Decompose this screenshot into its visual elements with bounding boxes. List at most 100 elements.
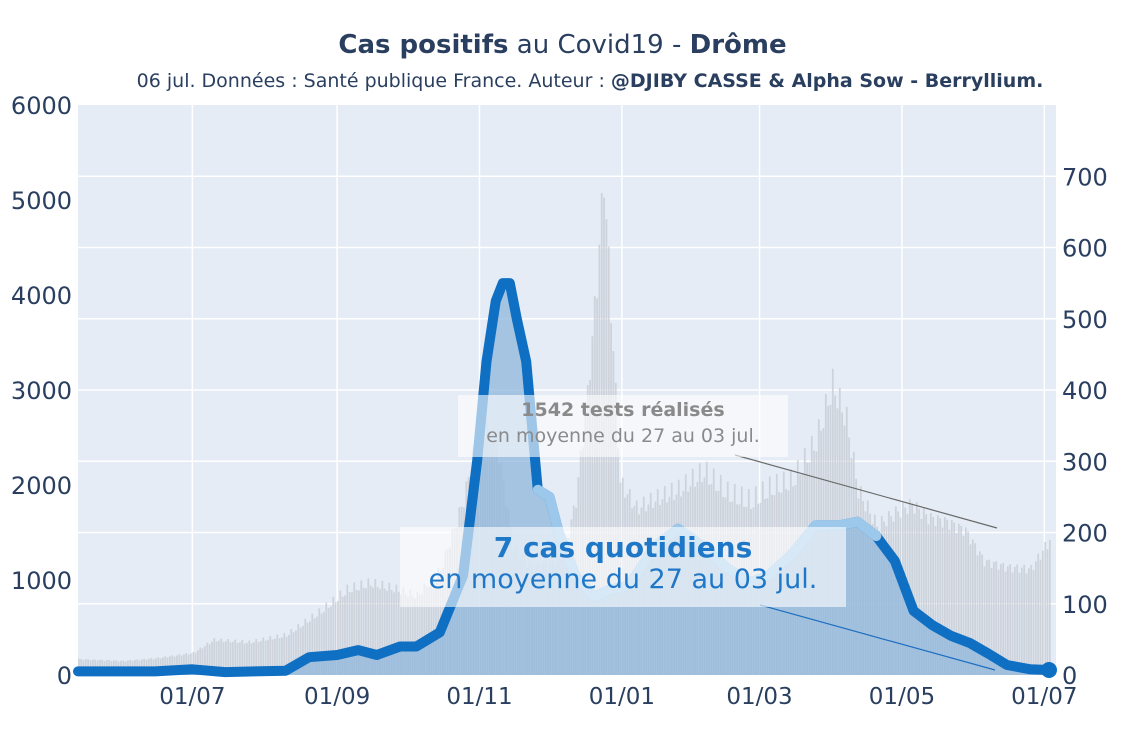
tests-bar (1034, 561, 1037, 675)
tests-bar (1048, 540, 1051, 675)
tests-bar (199, 647, 202, 675)
tests-bar (610, 323, 612, 675)
tests-bar (281, 637, 283, 675)
tests-bar (362, 587, 365, 675)
tests-bar (400, 594, 402, 675)
tests-bar (360, 580, 363, 675)
tests-bar (299, 627, 302, 675)
tests-bar (950, 520, 953, 675)
chart-subtitle: 06 jul. Données : Santé publique France.… (0, 70, 1125, 92)
tests-bar (418, 594, 421, 675)
tests-bar (1025, 573, 1028, 675)
tests-bar (985, 560, 988, 675)
tests-bar (395, 584, 398, 675)
tests-bar (229, 642, 232, 675)
tests-bar (957, 523, 960, 675)
tests-bar (290, 629, 293, 675)
tests-bar (190, 653, 192, 675)
tests-bar (271, 639, 274, 675)
tests-bar (990, 568, 993, 675)
tests-bar (311, 613, 314, 675)
tests-bar (390, 589, 393, 675)
tests-bar (920, 518, 923, 675)
tests-bar (1032, 570, 1035, 675)
y-axis-right-ticks: 0 100 200 300 400 500 600 700 (1062, 163, 1108, 690)
tests-bar (1011, 572, 1014, 675)
tests-bar (946, 519, 949, 675)
tests-bar (348, 592, 351, 675)
tests-bar (913, 513, 916, 675)
tests-bar (204, 646, 206, 675)
tests-bar (295, 630, 297, 675)
x-tick-label: 01/05 (869, 684, 935, 710)
tests-bar (995, 561, 998, 675)
tests-bar (211, 641, 213, 675)
y-right-tick-label: 0 (1062, 662, 1077, 690)
tests-bar (278, 638, 281, 675)
tests-bar (393, 592, 395, 675)
tests-bar (416, 591, 419, 675)
tests-bar (596, 298, 598, 675)
tests-bar (1046, 549, 1049, 675)
tests-bar (997, 569, 1000, 675)
tests-bar (332, 596, 335, 675)
tests-bar (330, 606, 332, 675)
tests-bar (922, 508, 925, 675)
tests-bar (367, 578, 370, 675)
tests-bar (192, 652, 195, 675)
x-tick-label: 01/09 (304, 684, 370, 710)
tests-bar (334, 602, 337, 675)
tests-bar (402, 587, 405, 675)
y-right-tick-label: 400 (1062, 377, 1108, 405)
tests-bar (246, 642, 248, 675)
tests-bar (932, 516, 935, 675)
y-right-tick-label: 500 (1062, 306, 1108, 334)
tests-bar (414, 598, 416, 675)
tests-bar (208, 644, 211, 675)
tests-bar (262, 637, 265, 675)
y-left-tick-label: 4000 (11, 282, 72, 310)
y-axis-left-ticks: 0 1000 2000 3000 4000 5000 6000 (11, 92, 72, 690)
tests-bar (1027, 568, 1030, 675)
y-right-tick-label: 600 (1062, 235, 1108, 263)
tests-bar (598, 244, 601, 676)
cases-annotation-arrow (759, 604, 996, 671)
tests-bar (206, 642, 209, 675)
tests-bar (421, 594, 423, 675)
subtitle-prefix: 06 jul. Données : Santé publique France.… (136, 70, 611, 92)
tests-bar (943, 517, 946, 675)
x-tick-label: 01/01 (589, 684, 655, 710)
tests-bar (288, 634, 290, 675)
tests-bar (297, 623, 300, 675)
tests-bar (283, 633, 286, 675)
tests-bar (232, 641, 234, 675)
tests-bar (264, 640, 267, 675)
tests-annotation: 1542 tests réalisés en moyenne du 27 au … (458, 395, 788, 457)
tests-bar (941, 527, 944, 675)
tests-bar (593, 295, 596, 675)
tests-annotation-arrow (734, 454, 998, 529)
tests-bar (432, 578, 435, 675)
y-left-tick-label: 1000 (11, 567, 72, 595)
tests-annotation-value: 1542 tests réalisés (521, 399, 725, 421)
chart-title: Cas positifs au Covid19 - Drôme (0, 30, 1125, 60)
tests-bar (218, 640, 220, 675)
tests-bar (1030, 565, 1033, 675)
tests-bar (309, 621, 311, 675)
tests-bar (1004, 571, 1007, 675)
tests-bar (404, 593, 407, 675)
tests-bar (285, 636, 288, 675)
tests-bar (255, 639, 258, 675)
tests-bar (948, 529, 951, 675)
tests-bar (267, 639, 269, 675)
tests-bar (243, 643, 246, 675)
tests-bar (213, 638, 216, 675)
tests-bar (248, 640, 251, 675)
cases-end-marker (1040, 662, 1057, 679)
y-left-tick-label: 0 (57, 662, 72, 690)
tests-bar (320, 613, 323, 675)
tests-bar (999, 564, 1002, 675)
tests-bar (918, 508, 921, 675)
x-tick-label: 01/07 (1011, 684, 1077, 710)
tests-bar (927, 524, 930, 675)
